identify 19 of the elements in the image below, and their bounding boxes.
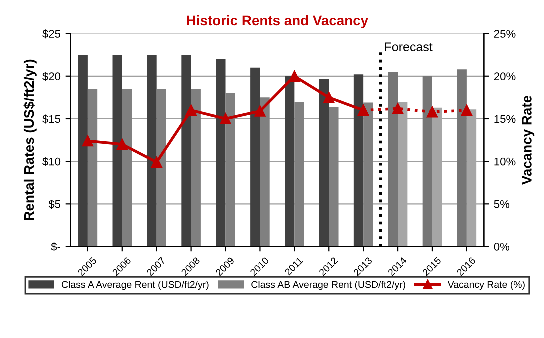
- y-tick-label: $5: [48, 200, 61, 209]
- y-tick-label: $10: [42, 157, 61, 166]
- y2-tick-label: 25%: [494, 30, 516, 38]
- y2-axis-title: Vacancy Rate: [522, 96, 535, 185]
- legend-label: Vacancy Rate (%): [448, 281, 525, 290]
- y2-tick-label: 15%: [494, 115, 516, 124]
- y-axis-title: Rental Rates (US$/ft2/yr): [24, 60, 37, 220]
- chart-title: Historic Rents and Vacancy: [187, 15, 368, 28]
- ref-line-label: Forecast: [385, 42, 433, 52]
- y2-tick-label: 20%: [494, 72, 516, 81]
- legend-label: Class A Average Rent (USD/ft2/yr): [62, 281, 209, 290]
- y-tick-label: $25: [42, 30, 61, 39]
- y2-tick-label: 0%: [494, 243, 510, 251]
- y-tick-label: $-: [51, 242, 61, 252]
- y-tick-label: $20: [42, 72, 61, 82]
- y2-tick-label: 5%: [494, 200, 510, 208]
- legend-label: Class AB Average Rent (USD/ft2/yr): [252, 281, 406, 290]
- y-tick-label: $15: [42, 114, 61, 124]
- y2-tick-label: 10%: [494, 158, 516, 166]
